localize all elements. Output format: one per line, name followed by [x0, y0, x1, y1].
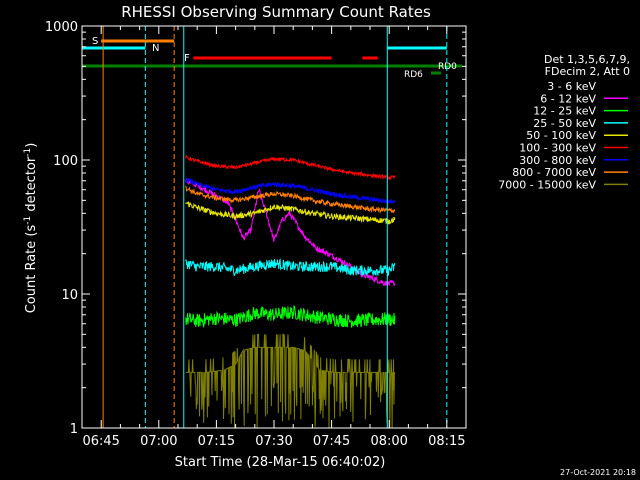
chart-title: RHESSI Observing Summary Count Rates — [121, 3, 431, 21]
y-tick-label-0: 1 — [70, 422, 78, 437]
observing-vlines — [102, 26, 448, 428]
y-axis: 1 10 100 1000 — [45, 20, 466, 437]
x-tick-label-0: 06:45 — [82, 434, 119, 449]
legend-entry-1: 6 - 12 keV — [540, 92, 596, 105]
y-tick-label-2: 100 — [53, 154, 78, 169]
series-line-6 — [185, 176, 396, 205]
x-tick-label-2: 07:15 — [198, 434, 235, 449]
legend-entry-2: 12 - 25 keV — [533, 105, 596, 118]
x-tick-label-5: 08:00 — [370, 434, 407, 449]
y-tick-label-3: 1000 — [45, 20, 78, 35]
timestamp: 27-Oct-2021 20:18 — [560, 468, 636, 477]
legend-entry-7: 800 - 7000 keV — [512, 166, 596, 179]
legend-header-1: FDecim 2, Att 0 — [545, 65, 630, 78]
saa-label: S — [92, 36, 98, 47]
legend-entry-5: 100 - 300 keV — [519, 142, 596, 155]
x-axis-label: Start Time (28-Mar-15 06:40:02) — [175, 455, 386, 470]
legend-header-0: Det 1,3,5,6,7,9, — [544, 53, 630, 66]
x-tick-label-3: 07:30 — [255, 434, 292, 449]
flare-label: F — [184, 53, 190, 64]
y-axis-label: Count Rate (s-1 detector-1) — [23, 143, 39, 314]
legend-entry-4: 50 - 100 keV — [526, 129, 596, 142]
series-group — [185, 155, 396, 428]
series-line-2 — [185, 305, 396, 329]
legend: Det 1,3,5,6,7,9,FDecim 2, Att 0 3 - 6 keV… — [498, 53, 630, 191]
x-axis: 06:45 07:00 07:15 07:30 07:45 08:00 08:15 — [81, 26, 467, 449]
series-line-5 — [185, 155, 396, 181]
legend-entry-3: 25 - 50 keV — [533, 117, 596, 130]
legend-entry-0: 3 - 6 keV — [547, 80, 596, 93]
annotations: S N F RD0 RD6 — [82, 36, 463, 80]
x-tick-label-6: 08:15 — [428, 434, 465, 449]
series-line-8 — [185, 333, 395, 428]
rd6-label: RD6 — [404, 70, 423, 80]
legend-entry-8: 7000 - 15000 keV — [498, 178, 596, 191]
series-line-3 — [185, 258, 396, 278]
x-tick-label-1: 07:00 — [140, 434, 177, 449]
y-tick-label-1: 10 — [61, 288, 78, 303]
rd0-label: RD0 — [438, 62, 457, 72]
night-label: N — [152, 43, 159, 54]
series-line-4 — [185, 201, 396, 225]
x-tick-label-4: 07:45 — [313, 434, 350, 449]
plot-frame — [81, 25, 467, 429]
legend-entry-6: 300 - 800 keV — [519, 154, 596, 167]
series-line-7 — [185, 185, 396, 214]
